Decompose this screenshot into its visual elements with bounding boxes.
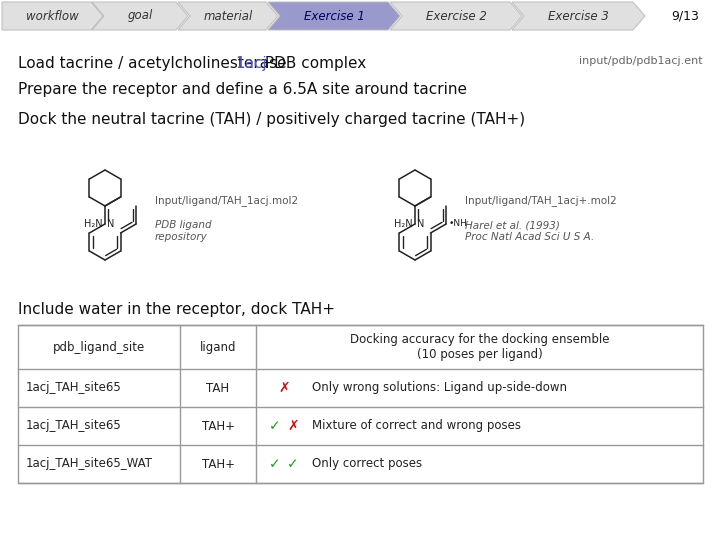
Text: workflow: workflow	[26, 10, 79, 23]
Text: Harel et al. (1993)
Proc Natl Acad Sci U S A.: Harel et al. (1993) Proc Natl Acad Sci U…	[465, 220, 594, 241]
Polygon shape	[2, 2, 103, 30]
Polygon shape	[178, 2, 278, 30]
Text: TAH+: TAH+	[202, 457, 235, 470]
Text: 9/13: 9/13	[671, 10, 699, 23]
Text: 1acj_TAH_site65_WAT: 1acj_TAH_site65_WAT	[26, 457, 153, 470]
Text: PDB ligand
repository: PDB ligand repository	[155, 220, 212, 241]
Text: Prepare the receptor and define a 6.5A site around tacrine: Prepare the receptor and define a 6.5A s…	[18, 82, 467, 97]
Text: ✓: ✓	[287, 457, 299, 471]
Text: material: material	[203, 10, 253, 23]
Text: Load tacrine / acetylcholinesterase: Load tacrine / acetylcholinesterase	[18, 56, 292, 71]
Text: Docking accuracy for the docking ensemble
(10 poses per ligand): Docking accuracy for the docking ensembl…	[350, 333, 609, 361]
Text: H₂N: H₂N	[395, 219, 413, 229]
Text: PDB complex: PDB complex	[260, 56, 366, 71]
Polygon shape	[268, 2, 400, 30]
Text: TAH+: TAH+	[202, 420, 235, 433]
Text: Mixture of correct and wrong poses: Mixture of correct and wrong poses	[312, 420, 521, 433]
Text: Exercise 3: Exercise 3	[548, 10, 609, 23]
Text: TAH: TAH	[207, 381, 230, 395]
Polygon shape	[390, 2, 522, 30]
Text: Only wrong solutions: Ligand up-side-down: Only wrong solutions: Ligand up-side-dow…	[312, 381, 567, 395]
Polygon shape	[92, 2, 188, 30]
Text: input/pdb/pdb1acj.ent: input/pdb/pdb1acj.ent	[580, 56, 703, 66]
Text: Exercise 2: Exercise 2	[426, 10, 487, 23]
Text: Dock the neutral tacrine (TAH) / positively charged tacrine (TAH+): Dock the neutral tacrine (TAH) / positiv…	[18, 112, 525, 127]
Text: H₂N: H₂N	[84, 219, 103, 229]
Text: pdb_ligand_site: pdb_ligand_site	[53, 341, 145, 354]
Text: goal: goal	[127, 10, 153, 23]
Text: 1acj_TAH_site65: 1acj_TAH_site65	[26, 381, 122, 395]
Text: Input/ligand/TAH_1acj+.mol2: Input/ligand/TAH_1acj+.mol2	[465, 195, 617, 206]
Text: ✓: ✓	[269, 419, 281, 433]
FancyBboxPatch shape	[18, 325, 703, 483]
Text: Include water in the receptor, dock TAH+: Include water in the receptor, dock TAH+	[18, 302, 335, 317]
Text: •NH: •NH	[449, 219, 468, 228]
Text: Only correct poses: Only correct poses	[312, 457, 422, 470]
Text: ligand: ligand	[199, 341, 236, 354]
Text: N: N	[417, 219, 424, 229]
Text: ✗: ✗	[278, 381, 290, 395]
Polygon shape	[512, 2, 645, 30]
Text: 1acj: 1acj	[236, 56, 268, 71]
Text: ✗: ✗	[287, 419, 299, 433]
Text: N: N	[107, 219, 114, 229]
Text: 1acj_TAH_site65: 1acj_TAH_site65	[26, 420, 122, 433]
Text: Input/ligand/TAH_1acj.mol2: Input/ligand/TAH_1acj.mol2	[155, 195, 298, 206]
Text: ✓: ✓	[269, 457, 281, 471]
Text: Exercise 1: Exercise 1	[304, 10, 364, 23]
